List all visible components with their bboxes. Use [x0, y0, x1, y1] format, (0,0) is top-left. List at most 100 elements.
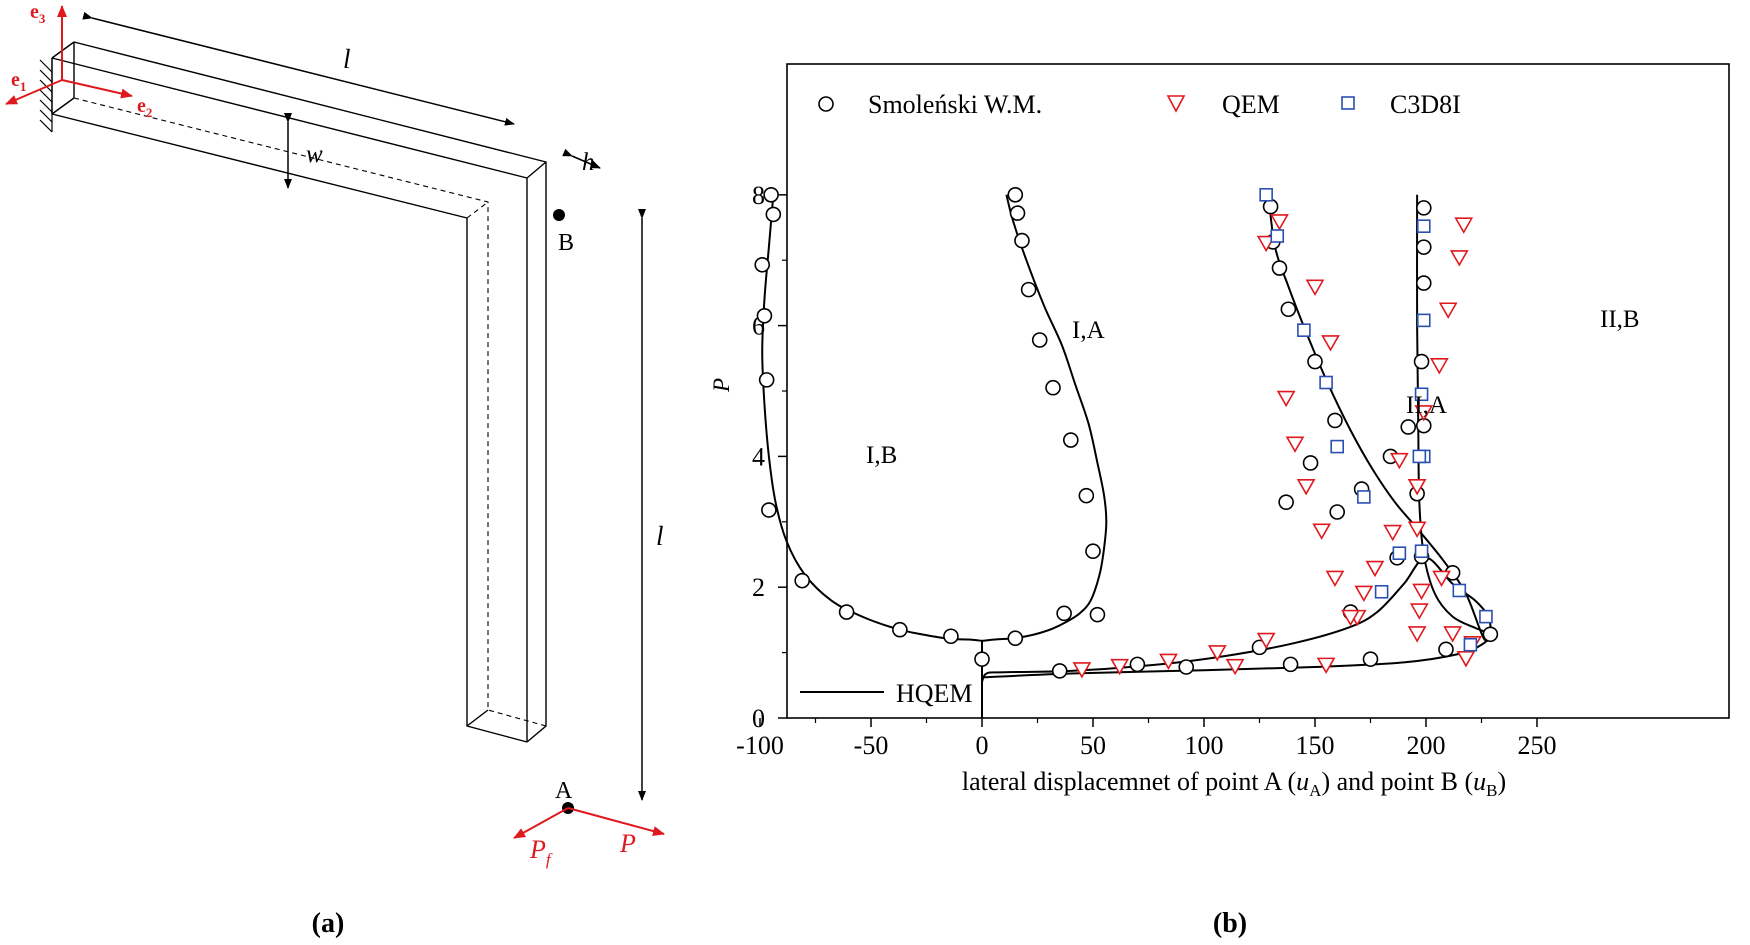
x-axis-ticks: -100 -50 0 50 100 150 200 250: [736, 718, 1557, 760]
qem-point: [1354, 585, 1374, 603]
length-side-label: l: [656, 521, 664, 551]
qem-point: [1389, 452, 1409, 470]
panel-a-caption: (a): [312, 908, 345, 939]
smolenski-point: [758, 372, 775, 388]
qem-point: [1412, 583, 1431, 601]
smolenski-point: [1009, 205, 1026, 221]
thickness-label: h: [582, 149, 595, 176]
c3d8i-point: [1270, 229, 1285, 243]
qem-point: [1312, 523, 1332, 540]
loads: [513, 807, 665, 839]
qem-point: [1365, 560, 1385, 578]
c3d8i-point: [1392, 546, 1407, 560]
smolenski-point: [794, 572, 810, 589]
legend-marker-c3d8i: [1341, 96, 1355, 110]
qem-point: [1432, 570, 1451, 588]
smolenski-point: [1482, 626, 1499, 643]
qem-point: [1296, 479, 1316, 496]
x-tick-label: 150: [1296, 731, 1335, 760]
qem-point: [1256, 235, 1276, 253]
plot-frame: [786, 63, 1730, 719]
c3d8i-point: [1416, 219, 1431, 233]
smolenski-point: [892, 621, 908, 638]
point-A-label: A: [555, 778, 573, 804]
smolenski-point: [1078, 487, 1095, 504]
qem-point: [1414, 405, 1434, 422]
hqem-curve-0: [981, 194, 1108, 642]
y-tick-label: 2: [752, 573, 765, 602]
legend-label-c3d8i: C3D8I: [1390, 90, 1461, 119]
smolenski-point: [1415, 239, 1432, 255]
e3-label: e3: [30, 1, 46, 26]
qem-point: [1429, 358, 1449, 375]
point-B-marker: [553, 209, 565, 221]
smolenski-point: [1271, 260, 1288, 276]
smolenski-point: [1413, 353, 1430, 370]
smolenski-point: [1415, 275, 1432, 291]
smolenski-point: [1415, 200, 1432, 216]
x-axis-label: lateral displacemnet of point A (uA) and…: [962, 767, 1506, 800]
smolenski-point: [1280, 301, 1297, 318]
x-tick-label: -50: [854, 731, 889, 760]
e2-axis-arrow: [61, 79, 133, 99]
panel-b-caption: (b): [1213, 908, 1247, 939]
smolenski-point: [1031, 332, 1048, 348]
length-top-label: l: [343, 44, 351, 74]
l-beam: [51, 41, 547, 743]
qem-point: [1270, 214, 1289, 231]
e1-label: e1: [11, 69, 26, 94]
qem-point: [1276, 390, 1296, 408]
legend-marker-smolenski: [818, 96, 834, 112]
smolenski-point: [1327, 412, 1343, 429]
c3d8i-point: [1319, 375, 1333, 390]
x-tick-label: 50: [1080, 731, 1106, 760]
legend-label-hqem: HQEM: [896, 679, 973, 708]
smolenski-point: [1178, 659, 1195, 675]
qem-point: [1110, 658, 1130, 676]
qem-point: [1159, 653, 1178, 671]
legend-label-smolenski: Smoleński W.M.: [868, 90, 1042, 119]
curve-label-IB: I,B: [866, 442, 897, 469]
qem-point: [1341, 609, 1360, 627]
x-tick-label: 0: [976, 731, 989, 760]
c3d8i-point: [1463, 637, 1478, 652]
qem-point: [1407, 521, 1427, 538]
x-tick-label: 250: [1518, 731, 1557, 760]
qem-point: [1316, 657, 1336, 674]
hqem-curve-1: [761, 194, 983, 642]
c3d8i-point: [1330, 439, 1344, 454]
qem-point: [1449, 250, 1469, 267]
qem-point: [1407, 479, 1427, 496]
smolenski-point: [1056, 605, 1072, 622]
legend-label-qem: QEM: [1222, 90, 1280, 119]
panel-a-diagram: e3 e2 e1 l w h l B A P Pf (a): [5, 1, 665, 939]
smolenski-point: [754, 256, 771, 273]
smolenski-point: [1085, 543, 1101, 560]
dimension-arrows: [82, 11, 646, 801]
pf-load-label: Pf: [529, 835, 553, 869]
x-tick-label: -100: [736, 731, 784, 760]
qem-point: [1438, 302, 1458, 319]
x-tick-label: 200: [1407, 731, 1446, 760]
c3d8i-point: [1479, 609, 1493, 624]
curve-label-IIA: II,A: [1406, 392, 1447, 419]
c3d8i-point: [1452, 583, 1467, 598]
smolenski-point: [1302, 455, 1319, 471]
smolenski-point: [1329, 504, 1345, 520]
qem-point: [1225, 658, 1245, 676]
width-label: w: [306, 141, 323, 168]
length-top-dimension: [82, 11, 515, 126]
c3d8i-point: [1259, 188, 1273, 202]
qem-point: [1325, 570, 1345, 588]
legend-marker-qem: [1166, 95, 1186, 113]
p-load-label: P: [619, 829, 636, 858]
smolenski-point: [1307, 353, 1323, 370]
y-axis-label: P: [709, 378, 734, 393]
e2-label: e2: [137, 95, 152, 120]
qem-point: [1454, 217, 1474, 234]
legend: Smoleński W.M. QEM C3D8I HQEM: [800, 90, 1461, 708]
c3d8i-point: [1414, 387, 1429, 402]
smolenski-point: [1007, 630, 1024, 647]
curve-label-IIB: II,B: [1600, 306, 1640, 333]
